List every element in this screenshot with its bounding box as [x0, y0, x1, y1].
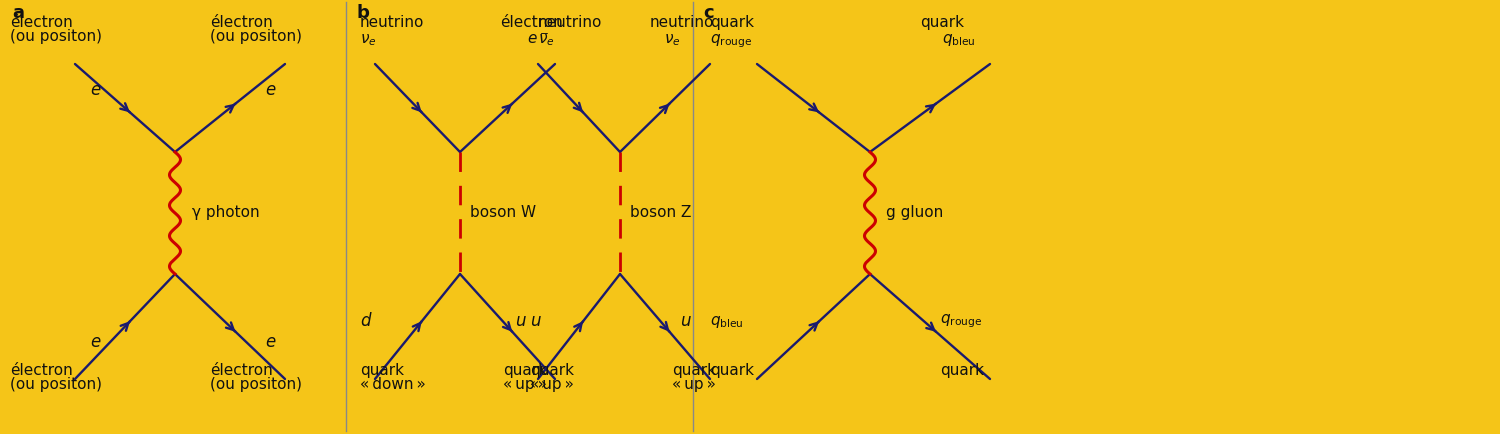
Text: $\nu_e$: $\nu_e$ — [538, 32, 555, 48]
Text: e: e — [90, 81, 101, 99]
Text: e: e — [266, 332, 276, 350]
Text: $e^-$: $e^-$ — [526, 32, 549, 47]
Text: (ou positon): (ou positon) — [210, 29, 302, 44]
Text: $q_{\rm bleu}$: $q_{\rm bleu}$ — [710, 313, 744, 329]
Text: $u$: $u$ — [530, 311, 542, 329]
Text: (ou positon): (ou positon) — [10, 376, 102, 391]
Text: $u$: $u$ — [514, 311, 526, 329]
Text: e: e — [266, 81, 276, 99]
Text: c: c — [704, 4, 714, 22]
Text: e: e — [90, 332, 101, 350]
Text: boson Z: boson Z — [630, 205, 692, 220]
Text: $\nu_e$: $\nu_e$ — [360, 32, 376, 48]
Text: (ou positon): (ou positon) — [10, 29, 102, 44]
Text: quark: quark — [672, 362, 716, 377]
Text: électron: électron — [500, 15, 562, 30]
Text: quark: quark — [503, 362, 548, 377]
Text: électron: électron — [210, 15, 273, 30]
Text: b: b — [356, 4, 369, 22]
Text: g gluon: g gluon — [886, 205, 944, 220]
Text: neutrino: neutrino — [650, 15, 714, 30]
Text: « up »: « up » — [530, 376, 574, 391]
Text: « up »: « up » — [672, 376, 716, 391]
Text: électron: électron — [10, 362, 72, 377]
Text: quark: quark — [530, 362, 574, 377]
Text: « down »: « down » — [360, 376, 426, 391]
Text: $\nu_e$: $\nu_e$ — [664, 32, 681, 48]
Text: $q_{\rm bleu}$: $q_{\rm bleu}$ — [942, 32, 975, 48]
Text: γ photon: γ photon — [192, 205, 260, 220]
Text: quark: quark — [710, 362, 754, 377]
Text: $d$: $d$ — [360, 311, 372, 329]
Text: a: a — [12, 4, 24, 22]
Text: (ou positon): (ou positon) — [210, 376, 302, 391]
Text: neutrino: neutrino — [360, 15, 424, 30]
Text: quark: quark — [360, 362, 404, 377]
Text: électron: électron — [10, 15, 72, 30]
Text: quark: quark — [940, 362, 984, 377]
Text: quark: quark — [710, 15, 754, 30]
Text: électron: électron — [210, 362, 273, 377]
Text: $q_{\rm rouge}$: $q_{\rm rouge}$ — [710, 32, 752, 49]
Text: boson W: boson W — [470, 205, 536, 220]
Text: $u$: $u$ — [680, 311, 692, 329]
Text: « up »: « up » — [503, 376, 548, 391]
Text: neutrino: neutrino — [538, 15, 603, 30]
Text: quark: quark — [920, 15, 964, 30]
Text: $q_{\rm rouge}$: $q_{\rm rouge}$ — [940, 312, 982, 329]
